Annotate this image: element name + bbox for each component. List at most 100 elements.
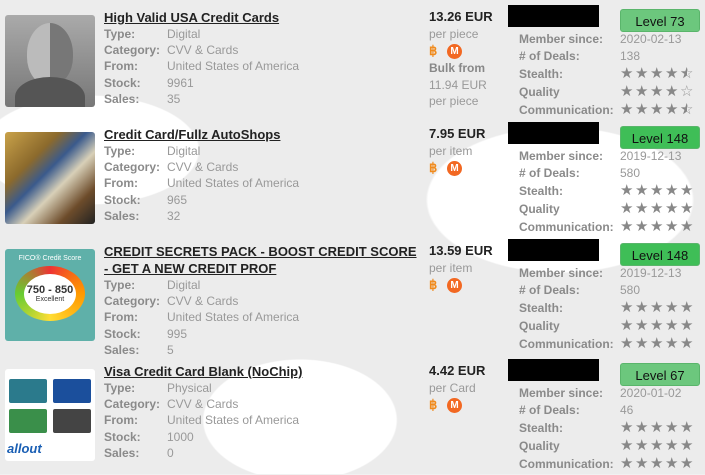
star-full-icon: ★ bbox=[680, 455, 694, 472]
type-label: Type: bbox=[104, 381, 136, 395]
from-label: From: bbox=[104, 413, 138, 428]
quality-label: Quality bbox=[519, 439, 560, 453]
star-full-icon: ★ bbox=[635, 182, 649, 199]
quality-rating: ★ ★ ★ ★ ★ bbox=[620, 437, 695, 454]
category-label: Category: bbox=[104, 43, 161, 58]
deals-value: 46 bbox=[620, 403, 634, 417]
communication-label: Communication: bbox=[519, 457, 614, 471]
stock-value: 995 bbox=[167, 326, 188, 341]
stock-label: Stock: bbox=[104, 326, 141, 341]
member-since-value: 2019-12-13 bbox=[620, 149, 682, 163]
stealth-label: Stealth: bbox=[519, 67, 564, 81]
category-label: Category: bbox=[104, 160, 161, 175]
vendor-stats: Member since: 2019-12-13 # of Deals: 580 S… bbox=[519, 265, 695, 353]
price-block: 13.26 EUR per piece ฿ M Bulk from 11.94 EU… bbox=[429, 9, 493, 110]
fico-gauge-image[interactable]: FICO® Credit Score 750 - 850 Excellent bbox=[5, 249, 95, 341]
star-full-icon: ★ bbox=[635, 335, 649, 352]
listing-row: allout Visa Credit Card Blank (NoChip) T… bbox=[0, 357, 705, 475]
quality-label: Quality bbox=[519, 85, 560, 99]
star-full-icon: ★ bbox=[680, 335, 694, 352]
stealth-rating: ★ ★ ★ ★ ☆ ★ bbox=[620, 65, 695, 82]
listing-title-link[interactable]: Visa Credit Card Blank (NoChip) bbox=[104, 364, 303, 379]
star-full-icon: ★ bbox=[635, 317, 649, 334]
star-full-icon: ★ bbox=[620, 419, 634, 436]
vendor-level-badge: Level 148 bbox=[620, 126, 700, 149]
vendor-level-badge: Level 73 bbox=[620, 9, 700, 32]
listing-title-link[interactable]: CREDIT SECRETS PACK - BOOST CREDIT SCORE… bbox=[104, 244, 417, 276]
star-full-icon: ★ bbox=[665, 218, 679, 235]
deals-value: 138 bbox=[620, 49, 641, 63]
monero-icon: M bbox=[447, 277, 462, 293]
monero-icon: M bbox=[447, 43, 462, 59]
listing-title-link[interactable]: High Valid USA Credit Cards bbox=[104, 10, 280, 25]
alien-avatar-image[interactable] bbox=[5, 15, 95, 107]
star-full-icon: ★ bbox=[635, 101, 649, 118]
member-since-label: Member since: bbox=[519, 386, 604, 400]
listing-title-link[interactable]: Credit Card/Fullz AutoShops bbox=[104, 127, 281, 142]
deals-label: # of Deals: bbox=[519, 49, 580, 63]
star-full-icon: ★ bbox=[620, 182, 634, 199]
star-full-icon: ★ bbox=[650, 419, 664, 436]
star-half-icon: ☆ ★ bbox=[680, 101, 694, 118]
price-block: 7.95 EUR per item ฿ M bbox=[429, 126, 485, 177]
star-full-icon: ★ bbox=[620, 299, 634, 316]
member-since-value: 2020-01-02 bbox=[620, 386, 682, 400]
price-unit: per item bbox=[429, 260, 473, 275]
star-full-icon: ★ bbox=[680, 299, 694, 316]
member-since-label: Member since: bbox=[519, 266, 604, 280]
category-value: CVV & Cards bbox=[167, 43, 239, 58]
communication-rating: ★ ★ ★ ★ ★ bbox=[620, 455, 695, 472]
star-full-icon: ★ bbox=[635, 437, 649, 454]
from-label: From: bbox=[104, 176, 138, 191]
stock-label: Stock: bbox=[104, 75, 141, 90]
sales-label: Sales: bbox=[104, 445, 140, 460]
type-value: Digital bbox=[167, 144, 201, 158]
price: 13.59 EUR bbox=[429, 243, 493, 258]
category-value: CVV & Cards bbox=[167, 160, 239, 175]
from-label: From: bbox=[104, 310, 138, 325]
listing-row: FICO® Credit Score 750 - 850 Excellent CRE… bbox=[0, 237, 705, 358]
sales-value: 0 bbox=[167, 445, 174, 460]
monero-icon: M bbox=[447, 160, 462, 176]
credit-cards-pile-image[interactable] bbox=[5, 132, 95, 224]
star-full-icon: ★ bbox=[665, 200, 679, 217]
monero-icon: M bbox=[447, 397, 462, 413]
star-full-icon: ★ bbox=[650, 200, 664, 217]
star-full-icon: ★ bbox=[650, 335, 664, 352]
stock-label: Stock: bbox=[104, 192, 141, 207]
bitcoin-icon: ฿ bbox=[429, 159, 438, 175]
star-full-icon: ★ bbox=[680, 182, 694, 199]
price-block: 4.42 EUR per Card ฿ M bbox=[429, 363, 485, 414]
star-full-icon: ★ bbox=[620, 200, 634, 217]
bulk-unit: per piece bbox=[429, 94, 479, 108]
from-value: United States of America bbox=[167, 59, 300, 74]
star-full-icon: ★ bbox=[650, 83, 664, 100]
listing-row: Credit Card/Fullz AutoShops Type: Digital… bbox=[0, 120, 705, 238]
stealth-label: Stealth: bbox=[519, 184, 564, 198]
star-full-icon: ★ bbox=[680, 437, 694, 454]
star-full-icon: ★ bbox=[620, 101, 634, 118]
star-full-icon: ★ bbox=[665, 101, 679, 118]
bulk-price: 11.94 EUR bbox=[429, 77, 487, 92]
sales-label: Sales: bbox=[104, 342, 140, 357]
type-label: Type: bbox=[104, 278, 136, 292]
listing-details: Type: Digital Category: CVV & Cards From: U… bbox=[104, 277, 299, 358]
communication-rating: ★ ★ ★ ★ ★ bbox=[620, 218, 695, 235]
blank-cards-image[interactable]: allout bbox=[5, 369, 95, 461]
vendor-level-badge: Level 148 bbox=[620, 243, 700, 266]
stock-label: Stock: bbox=[104, 429, 141, 444]
star-full-icon: ★ bbox=[680, 317, 694, 334]
member-since-value: 2020-02-13 bbox=[620, 32, 682, 46]
redacted-vendor-name bbox=[508, 122, 599, 144]
star-full-icon: ★ bbox=[620, 437, 634, 454]
redacted-vendor-name bbox=[508, 239, 599, 261]
star-full-icon: ★ bbox=[635, 83, 649, 100]
vendor-stats: Member since: 2020-01-02 # of Deals: 46 St… bbox=[519, 385, 695, 473]
price: 13.26 EUR bbox=[429, 9, 493, 24]
communication-rating: ★ ★ ★ ★ ★ bbox=[620, 335, 695, 352]
deals-value: 580 bbox=[620, 283, 641, 297]
star-full-icon: ★ bbox=[650, 218, 664, 235]
star-full-icon: ★ bbox=[650, 101, 664, 118]
stealth-rating: ★ ★ ★ ★ ★ bbox=[620, 182, 695, 199]
